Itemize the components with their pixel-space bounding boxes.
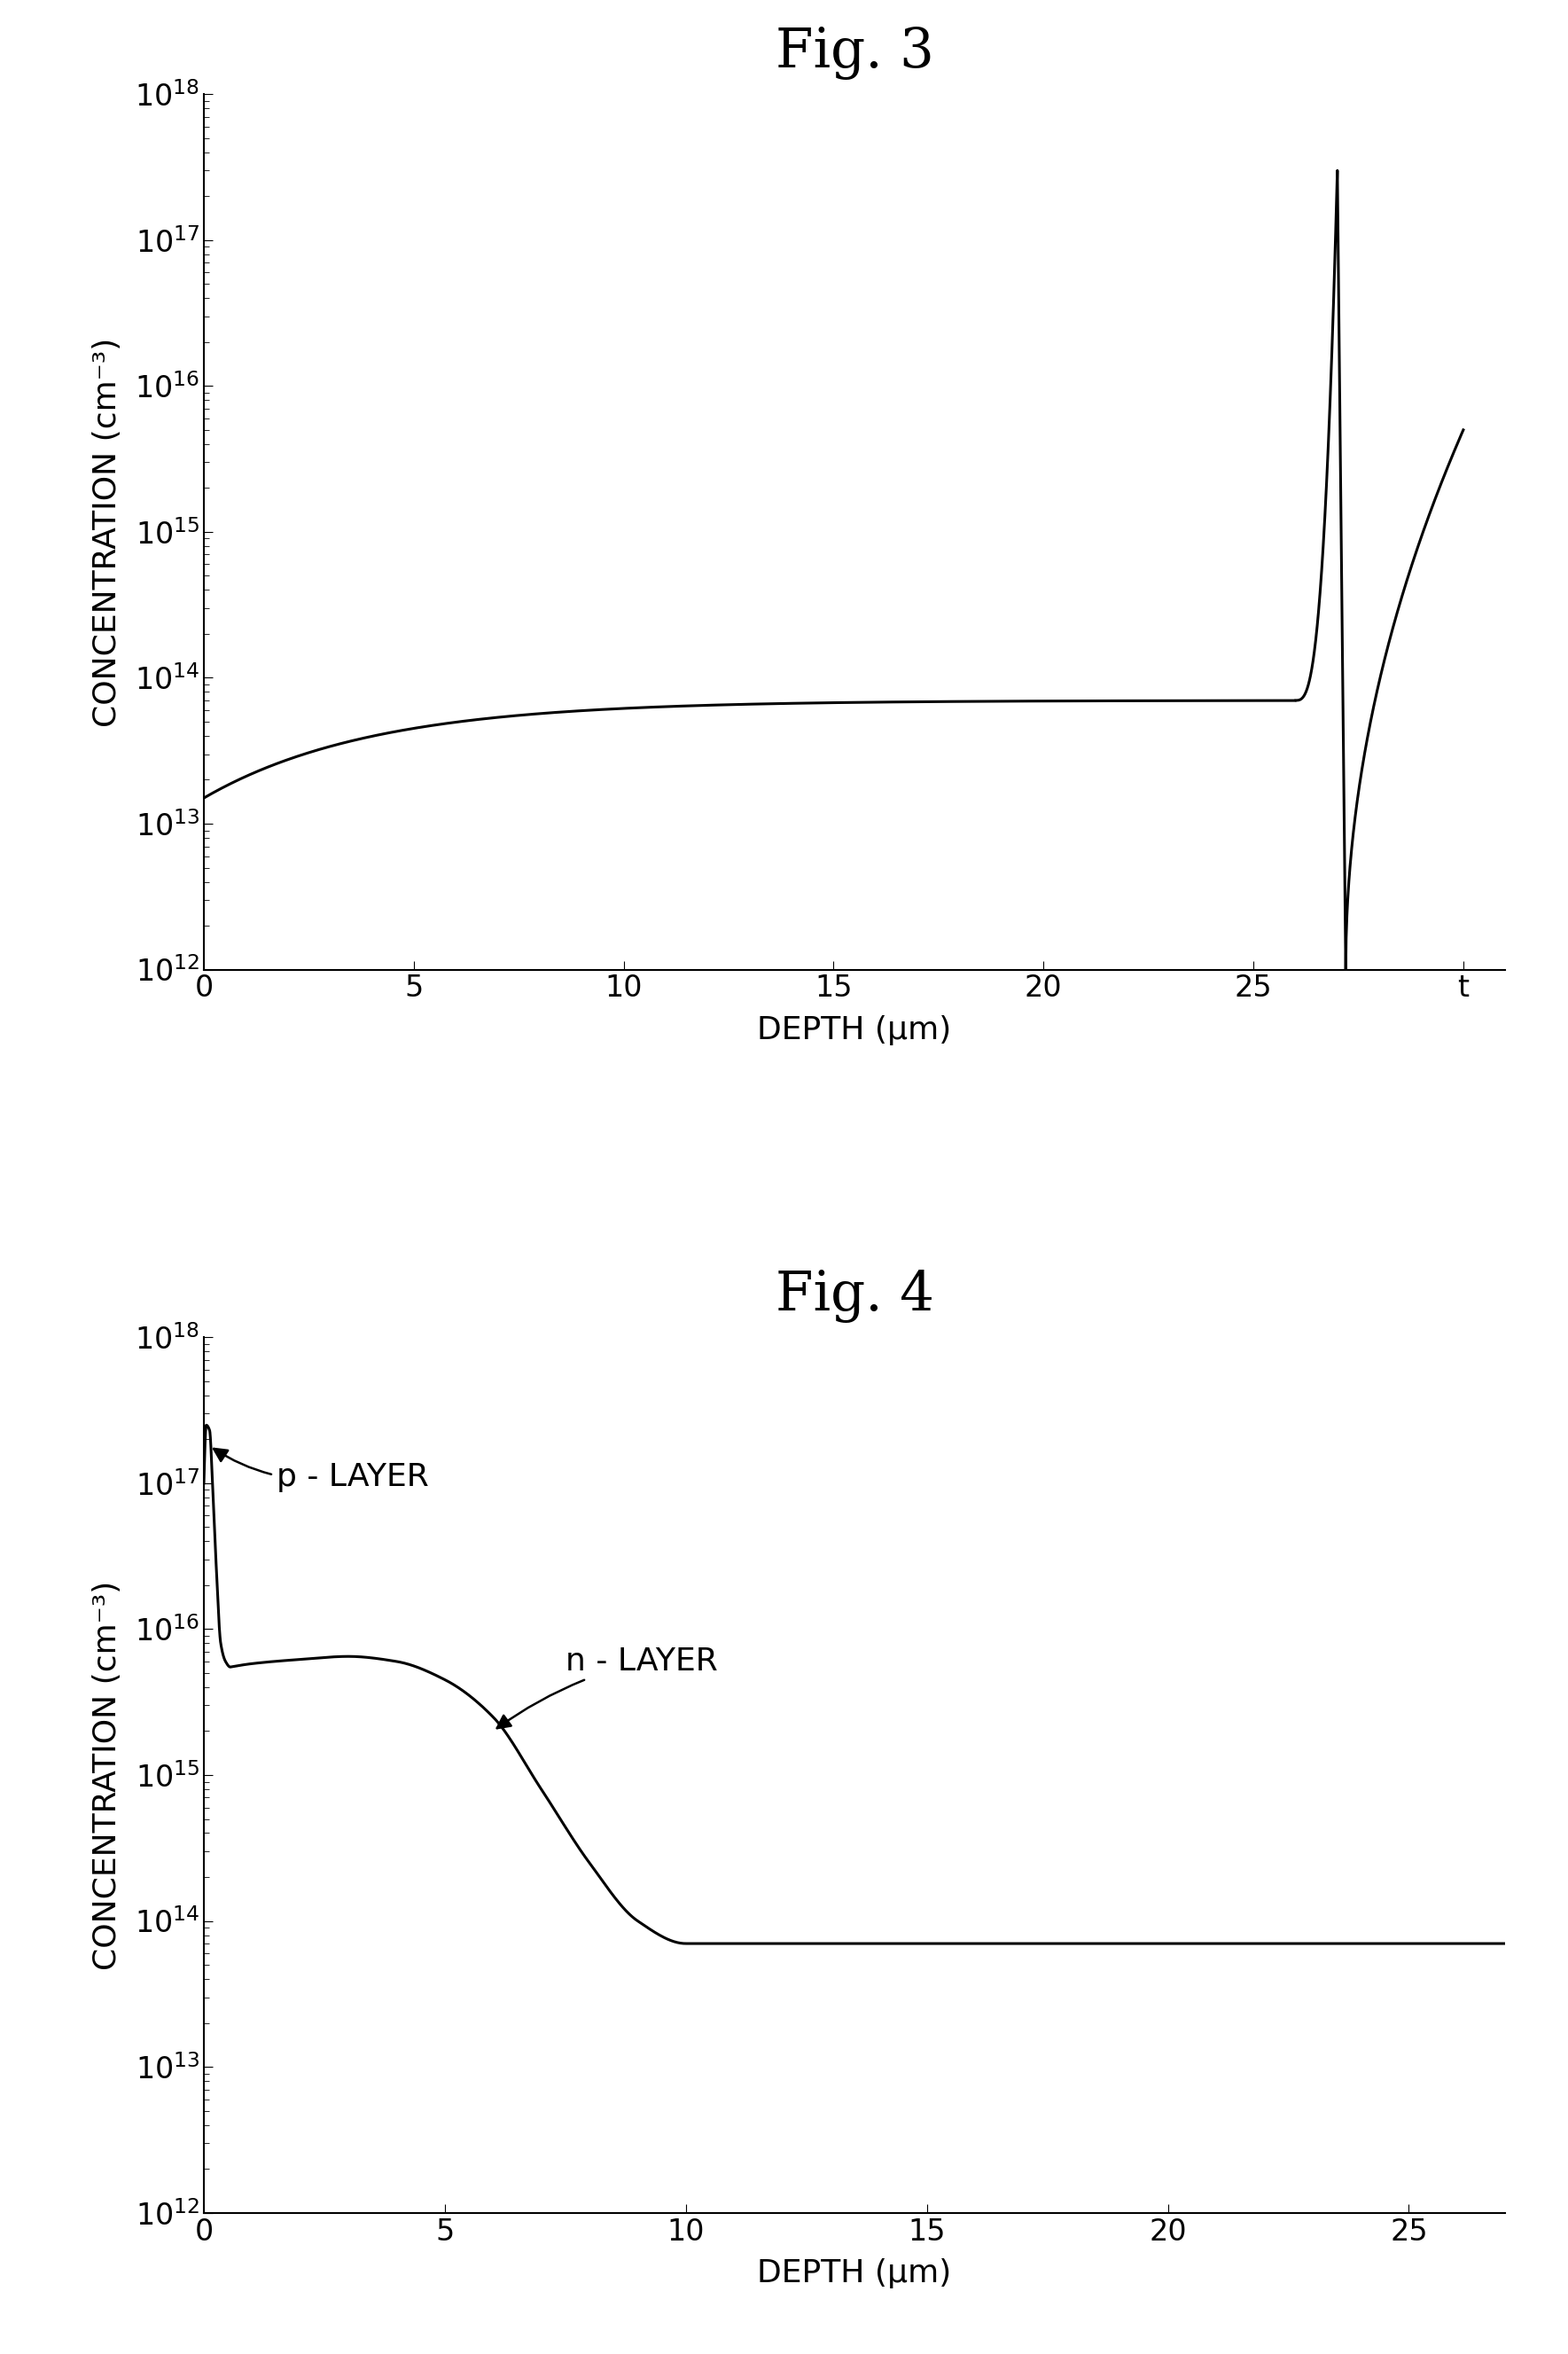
Text: n - LAYER: n - LAYER	[497, 1645, 718, 1728]
Title: Fig. 3: Fig. 3	[775, 26, 935, 80]
X-axis label: DEPTH (μm): DEPTH (μm)	[757, 1015, 952, 1045]
Y-axis label: CONCENTRATION (cm⁻³): CONCENTRATION (cm⁻³)	[93, 1580, 122, 1970]
X-axis label: DEPTH (μm): DEPTH (μm)	[757, 2257, 952, 2288]
Y-axis label: CONCENTRATION (cm⁻³): CONCENTRATION (cm⁻³)	[93, 337, 122, 727]
Title: Fig. 4: Fig. 4	[775, 1269, 935, 1323]
Text: p - LAYER: p - LAYER	[213, 1448, 428, 1492]
